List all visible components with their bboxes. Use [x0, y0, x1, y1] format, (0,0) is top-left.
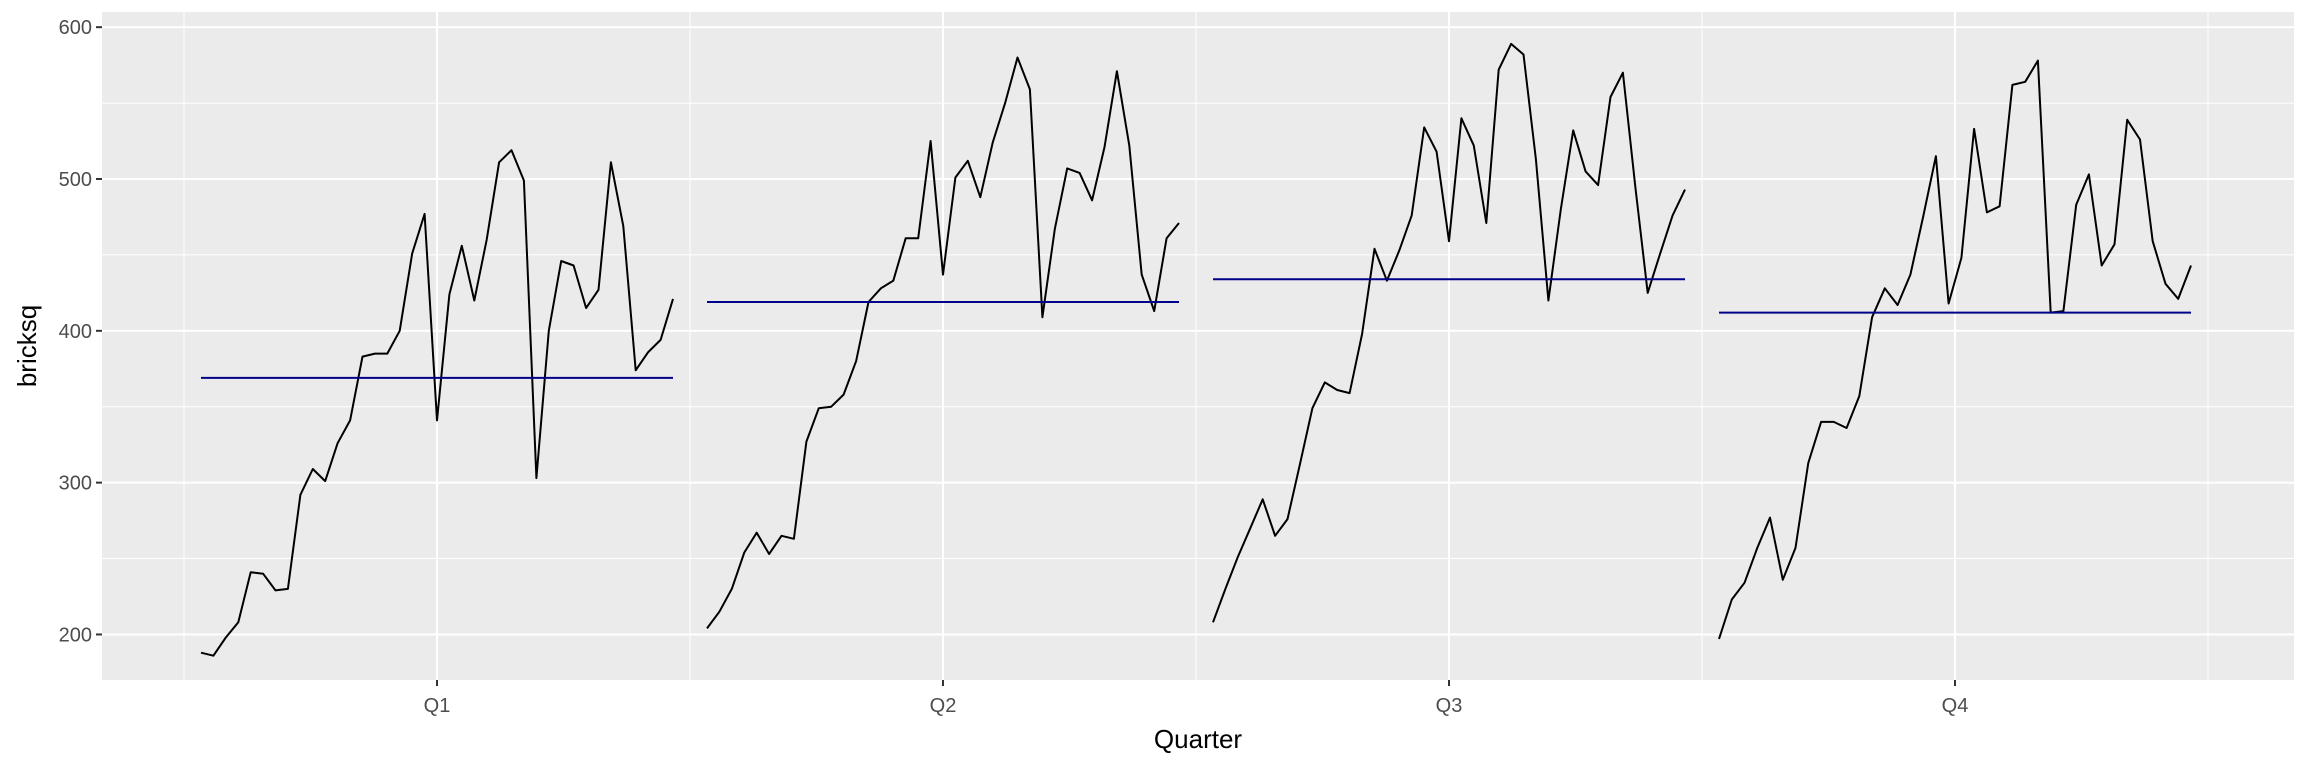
x-axis-title: Quarter: [1154, 724, 1242, 754]
series-line-q2: [706, 56, 1180, 629]
panel-background: [102, 12, 2294, 680]
series-line-q1: [200, 149, 674, 657]
grid-layer: [102, 12, 2294, 680]
y-tick-label: 200: [59, 624, 92, 646]
y-tick-label: 400: [59, 321, 92, 343]
x-tick-label: Q2: [930, 695, 957, 717]
series-line-q4: [1718, 59, 2192, 640]
axis-layer: 200 300 400 500 600 Q1 Q2 Q3 Q4: [59, 17, 1969, 717]
series-line-q3: [1212, 42, 1686, 623]
y-axis-title: bricksq: [12, 305, 42, 387]
series-layer: [200, 42, 2192, 657]
x-tick-label: Q4: [1942, 695, 1969, 717]
x-tick-label: Q1: [424, 695, 451, 717]
y-tick-label: 500: [59, 169, 92, 191]
y-tick-label: 600: [59, 17, 92, 39]
y-tick-label: 300: [59, 473, 92, 495]
x-tick-label: Q3: [1436, 695, 1463, 717]
